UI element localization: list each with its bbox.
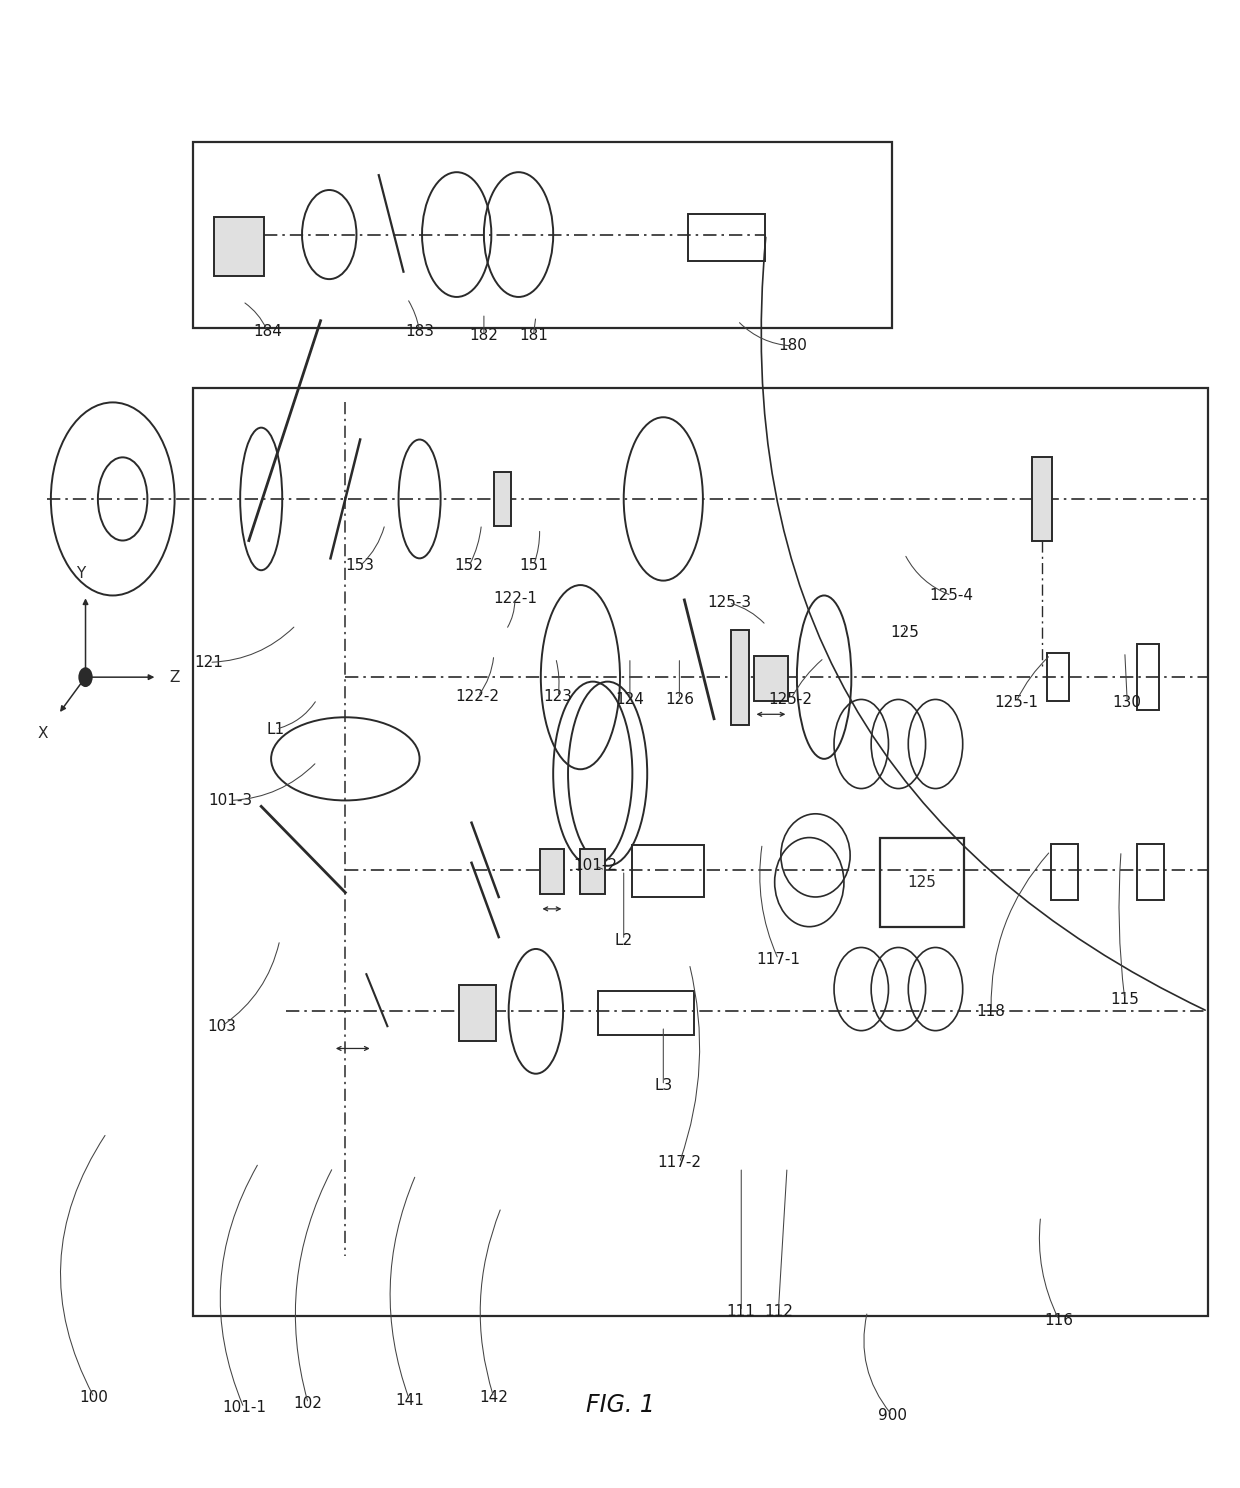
Bar <box>732 629 749 725</box>
Bar <box>1047 653 1069 701</box>
Text: 124: 124 <box>615 692 645 707</box>
Bar <box>1137 844 1164 900</box>
Text: 182: 182 <box>470 327 498 344</box>
Text: 116: 116 <box>1045 1312 1074 1327</box>
Text: L2: L2 <box>615 933 632 948</box>
Text: 125-3: 125-3 <box>707 595 751 610</box>
Text: 152: 152 <box>455 558 484 573</box>
Text: 142: 142 <box>480 1390 508 1405</box>
Text: 115: 115 <box>1110 992 1140 1007</box>
Text: X: X <box>38 726 48 741</box>
Text: 101-1: 101-1 <box>222 1400 265 1415</box>
Bar <box>632 845 704 897</box>
Text: 117-2: 117-2 <box>657 1155 702 1171</box>
Text: 102: 102 <box>294 1396 322 1411</box>
Text: 117-1: 117-1 <box>756 952 800 967</box>
Bar <box>880 838 963 927</box>
Text: 125-1: 125-1 <box>994 695 1038 710</box>
Bar <box>215 217 264 277</box>
Bar <box>754 656 789 701</box>
Text: 130: 130 <box>1112 695 1142 710</box>
Bar <box>459 985 496 1042</box>
Bar <box>598 991 694 1036</box>
Bar <box>580 850 605 894</box>
Text: 103: 103 <box>207 1019 236 1034</box>
Text: 151: 151 <box>520 558 548 573</box>
Text: 153: 153 <box>346 558 374 573</box>
Text: 118: 118 <box>977 1004 1006 1019</box>
Bar <box>1032 457 1052 540</box>
Text: 122-1: 122-1 <box>492 591 537 606</box>
Text: 141: 141 <box>396 1393 424 1408</box>
Text: 125-4: 125-4 <box>930 588 973 603</box>
Text: 125: 125 <box>890 625 919 640</box>
Text: 125: 125 <box>908 875 936 890</box>
Text: 183: 183 <box>405 323 434 339</box>
Bar <box>193 387 1208 1315</box>
Text: 100: 100 <box>79 1390 109 1405</box>
Text: 126: 126 <box>665 692 694 707</box>
Text: 125-2: 125-2 <box>769 692 812 707</box>
Text: 101-2: 101-2 <box>573 859 618 873</box>
Text: FIG. 1: FIG. 1 <box>585 1393 655 1417</box>
Text: Y: Y <box>76 565 86 580</box>
Text: 184: 184 <box>253 323 281 339</box>
Text: 123: 123 <box>543 689 573 704</box>
Text: Z: Z <box>170 670 180 684</box>
Text: 111: 111 <box>727 1303 755 1318</box>
Bar <box>1137 644 1159 710</box>
Ellipse shape <box>79 668 92 686</box>
Bar <box>1050 844 1078 900</box>
Text: 101-3: 101-3 <box>208 793 252 808</box>
Text: 180: 180 <box>779 338 807 354</box>
Bar <box>539 850 564 894</box>
Text: 900: 900 <box>878 1408 906 1423</box>
Bar <box>688 214 765 262</box>
Text: 121: 121 <box>195 655 223 670</box>
Text: L1: L1 <box>267 722 285 737</box>
Text: 122-2: 122-2 <box>456 689 500 704</box>
Text: 181: 181 <box>520 327 548 344</box>
Bar <box>494 472 511 525</box>
Text: 112: 112 <box>764 1303 792 1318</box>
Text: L3: L3 <box>655 1079 672 1094</box>
Bar <box>193 143 893 329</box>
